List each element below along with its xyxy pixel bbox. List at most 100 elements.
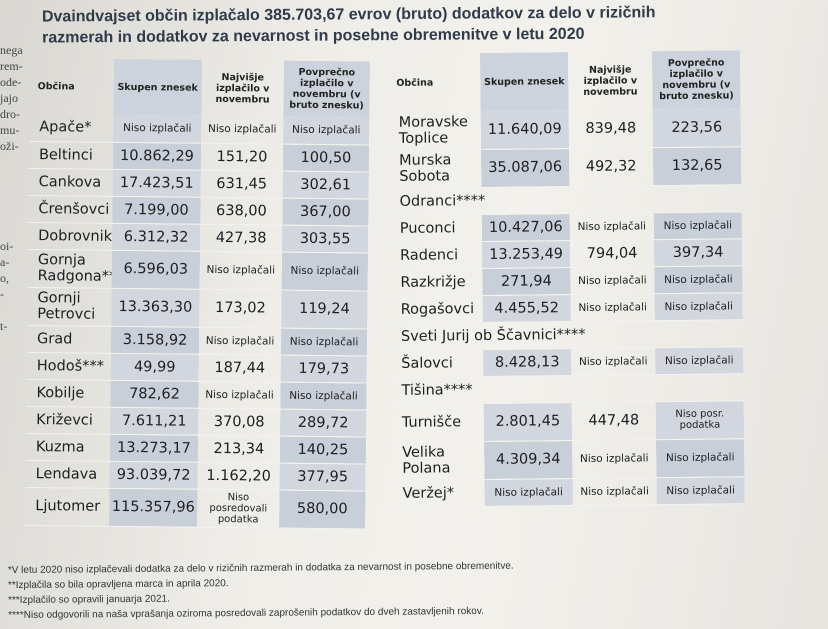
avg-payment-cell: 580,00	[279, 489, 366, 529]
table-row: Veržej* Niso izplačali Niso izplačali Niso …	[392, 476, 745, 507]
table-row: Križevci 7.611,21 370,08 289,72	[26, 405, 367, 437]
avg-payment-cell: Niso izplačali	[656, 438, 745, 478]
total-amount-cell: 7.199,00	[112, 195, 201, 224]
municipality-cell: Križevci	[26, 405, 111, 434]
total-amount-cell: 49,99	[110, 352, 199, 381]
municipality-cell: Beltinci	[28, 140, 114, 169]
total-amount-cell: 13.253,49	[481, 240, 571, 269]
table-row: Hodoš*** 49,99 187,44 179,73	[26, 351, 367, 383]
total-amount-cell: 4.309,34	[484, 440, 573, 480]
municipality-cell: Dobrovnik	[27, 221, 113, 250]
avg-payment-cell: Niso izplačali	[654, 292, 743, 321]
table-row: Apače* Niso izplačali Niso izplačali Niso i…	[29, 113, 370, 145]
table-row: Rogašovci 4.455,52 Niso izplačali Niso izpl…	[390, 292, 743, 323]
article-title: Dvaindvajset občin izplačalo 385.703,67 …	[42, 1, 762, 48]
total-amount-cell: 10.427,06	[481, 213, 570, 242]
margin-text-bottom: oi- a- o, - t-	[0, 239, 14, 333]
table-row: Tišina****	[391, 373, 744, 404]
municipality-cell: Apače*	[29, 113, 114, 142]
total-amount-cell: 93.039,72	[109, 460, 198, 489]
table-row: Odranci****	[389, 184, 742, 215]
left-table-body: Apače* Niso izplačali Niso izplačali Niso i…	[25, 113, 370, 529]
table-row: Beltinci 10.862,29 151,20 100,50	[28, 140, 370, 172]
municipality-cell: Ljutomer	[25, 486, 110, 526]
right-municipality-table: Občina Skupen znesek Najvišje izplačilo …	[388, 50, 745, 507]
table-row: Gornji Petrovci 13.363,30 173,02 119,24	[27, 286, 368, 329]
total-amount-cell: 3.158,92	[110, 325, 200, 354]
municipality-cell: Turnišče	[391, 403, 485, 442]
table-row: Radenci 13.253,49 794,04 397,34	[389, 238, 743, 269]
municipality-cell: Velika Polana	[392, 441, 485, 480]
avg-payment-cell: 302,61	[282, 170, 369, 199]
right-table-body: Moravske Toplice 11.640,09 839,48 223,56 Mur…	[388, 108, 745, 507]
max-payment-cell: 427,38	[199, 223, 283, 252]
table-row: Moravske Toplice 11.640,09 839,48 223,56	[388, 108, 741, 150]
max-payment-cell: 794,04	[569, 239, 655, 268]
table-row: Gornja Radgona** 6.596,03 Niso izplačali Ni…	[27, 248, 368, 291]
total-amount-cell: 2.801,45	[483, 402, 573, 442]
municipality-cell: Radenci	[389, 241, 483, 269]
total-amount-cell: 6.312,32	[111, 222, 201, 251]
avg-payment-cell: 100,50	[282, 143, 370, 172]
avg-payment-cell: Niso izplačali	[656, 476, 745, 505]
max-payment-cell: Niso izplačali	[201, 115, 284, 144]
municipality-cell: Tišina****	[391, 373, 744, 404]
total-amount-cell: 17.423,51	[112, 168, 201, 197]
avg-payment-cell: 289,72	[280, 408, 367, 437]
header-skupen: Skupen znesek	[479, 52, 569, 112]
max-payment-cell: 839,48	[568, 109, 653, 149]
avg-payment-cell: Niso izplačali	[280, 381, 367, 410]
max-payment-cell: 492,32	[568, 147, 654, 187]
header-najvisje: Najvišje izplačilo v novembru	[583, 63, 638, 98]
left-municipality-table: Občina Skupen znesek Najvišje izplačilo …	[25, 58, 370, 529]
max-payment-cell: Niso posredovali podatka	[197, 488, 280, 528]
avg-payment-cell: 179,73	[280, 354, 367, 383]
total-amount-cell: Niso izplačali	[113, 114, 202, 143]
total-amount-cell: 13.273,17	[109, 433, 199, 462]
table-row: Kobilje 782,62 Niso izplačali Niso izplačal…	[26, 378, 367, 410]
total-amount-cell: 4.455,52	[482, 294, 571, 323]
total-amount-cell: 10.862,29	[112, 141, 202, 170]
header-najvisje: Najvišje izplačilo v novembru	[215, 71, 270, 106]
municipality-cell: Črenšovci	[28, 194, 113, 223]
avg-payment-cell: Niso izplačali	[655, 346, 744, 375]
avg-payment-cell: Niso izplačali	[281, 251, 368, 291]
municipality-cell: Sveti Jurij ob Ščavnici****	[390, 319, 744, 350]
table-row: Puconci 10.427,06 Niso izplačali Niso izpla…	[389, 211, 742, 242]
total-amount-cell: 115.357,96	[109, 487, 198, 527]
municipality-cell: Veržej*	[392, 479, 485, 507]
max-payment-cell: 447,48	[571, 401, 657, 441]
header-povprecno: Povprečno izplačilo v novembru (v bruto …	[283, 60, 370, 118]
municipality-cell: Murska Sobota	[389, 149, 482, 188]
max-payment-cell: Niso izplačali	[572, 477, 657, 506]
max-payment-cell: 638,00	[200, 196, 283, 225]
table-row: Velika Polana 4.309,34 Niso izplačali Niso …	[392, 438, 745, 480]
max-payment-cell: Niso izplačali	[198, 380, 281, 409]
table-row: Ljutomer 115.357,96 Niso posredovali podat…	[25, 486, 366, 529]
table-row: Šalovci 8.428,13 Niso izplačali Niso izplač…	[391, 346, 744, 377]
municipality-cell: Šalovci	[391, 349, 484, 377]
table-row: Razkrižje 271,94 Niso izplačali Niso izplač…	[390, 265, 743, 296]
table-row: Cankova 17.423,51 631,45 302,61	[28, 167, 369, 199]
avg-payment-cell: 140,25	[279, 435, 367, 464]
margin-text-top: nega rem- ode- jajo dro- mu- oži-	[0, 43, 23, 153]
table-row: Črenšovci 7.199,00 638,00 367,00	[28, 194, 369, 226]
municipality-cell: Grad	[26, 324, 112, 353]
max-payment-cell: Niso izplačali	[571, 347, 656, 376]
max-payment-cell: 631,45	[200, 169, 283, 198]
avg-payment-cell: Niso izplačali	[283, 116, 370, 145]
total-amount-cell: 35.087,06	[481, 148, 570, 188]
table-row: Grad 3.158,92 Niso izplačali Niso izplačali	[26, 324, 368, 356]
avg-payment-cell: 367,00	[282, 197, 369, 226]
municipality-cell: Lendava	[25, 459, 110, 488]
municipality-cell: Puconci	[389, 214, 482, 242]
table-row: Murska Sobota 35.087,06 492,32 132,65	[389, 146, 742, 188]
total-amount-cell: 8.428,13	[483, 348, 572, 377]
municipality-cell: Odranci****	[389, 184, 742, 215]
max-payment-cell: Niso izplačali	[570, 266, 655, 295]
max-payment-cell: 213,34	[197, 434, 281, 463]
header-skupen: Skupen znesek	[113, 58, 202, 116]
municipality-cell: Kuzma	[25, 432, 111, 461]
total-amount-cell: Niso izplačali	[484, 478, 573, 507]
avg-payment-cell: 132,65	[652, 146, 742, 186]
